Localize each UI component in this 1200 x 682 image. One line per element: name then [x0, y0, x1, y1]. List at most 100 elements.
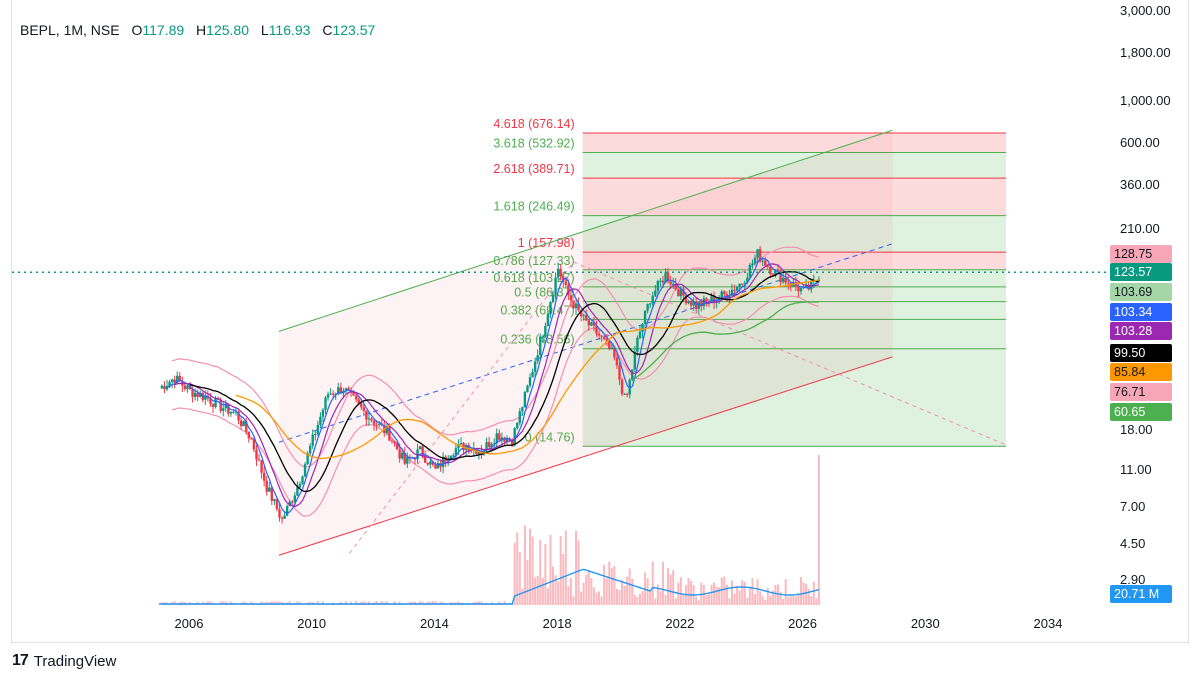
candle-body [597, 333, 601, 336]
candle-body [434, 464, 437, 469]
candle-body [518, 411, 521, 424]
volume-bar [554, 575, 557, 605]
volume-bar [536, 575, 539, 605]
candle-body [291, 501, 294, 503]
volume-bar [393, 601, 396, 605]
candle-body [301, 476, 304, 484]
ma-black [189, 271, 820, 493]
candle-body [684, 295, 688, 304]
volume-bar [173, 601, 176, 605]
candle-body [702, 298, 706, 307]
time-axis-tick: 2006 [174, 616, 204, 631]
volume-bar [626, 576, 629, 605]
volume-bar [771, 590, 774, 605]
volume-bar [646, 578, 649, 605]
volume-bar [746, 597, 749, 605]
volume-bar [375, 601, 378, 605]
volume-bar [380, 601, 383, 605]
candle-body [183, 385, 187, 390]
volume-bar [756, 579, 759, 605]
volume-bar [355, 601, 358, 605]
candle-body [222, 408, 225, 411]
candle-body [296, 487, 299, 496]
candle-body [516, 423, 519, 429]
volume-bar [270, 601, 273, 605]
volume-bar [526, 560, 529, 605]
candle-body [574, 303, 578, 309]
candle-body [577, 303, 580, 311]
chart-frame[interactable]: 4.618 (676.14) 3.618 (532.92) 2.618 (389.7… [11, 0, 1189, 643]
volume-bar [713, 582, 716, 605]
volume-bar [777, 584, 780, 605]
volume-bar [817, 455, 820, 605]
volume-bar [316, 601, 319, 605]
time-axis-tick: 2018 [542, 616, 572, 631]
candle-body [620, 379, 624, 395]
volume-bar [539, 539, 542, 605]
volume-bar [753, 593, 756, 605]
fib-zone [582, 301, 1007, 320]
candle-body [170, 379, 174, 382]
volume-bar [600, 596, 603, 605]
candle-body [664, 272, 667, 283]
candle-body [367, 418, 371, 420]
candle-body [677, 289, 680, 297]
volume-bar [761, 596, 764, 605]
volume-bar [633, 594, 636, 605]
candle-body [219, 399, 222, 411]
channel-fill [278, 130, 893, 556]
candle-body [521, 407, 524, 412]
fib-level-label: 3.618 (532.92) [493, 137, 574, 151]
volume-bar [475, 601, 478, 605]
candle-body [357, 399, 360, 404]
volume-bar [736, 585, 739, 605]
volume-bar [656, 584, 659, 605]
candle-body [656, 280, 660, 291]
volume-bar [546, 588, 549, 605]
volume-bar [723, 576, 726, 605]
price-axis-tick: 2.90 [1120, 571, 1146, 587]
volume-bar [710, 584, 713, 605]
candle-body [541, 336, 545, 338]
volume-bar [434, 601, 437, 605]
price-tag: 76.71 [1110, 383, 1172, 401]
candle-body [393, 441, 396, 444]
tradingview-footer[interactable]: 17 TradingView [12, 652, 116, 670]
candle-body [298, 483, 302, 488]
candle-body [643, 310, 647, 325]
ma-blue [166, 257, 820, 515]
volume-bar [344, 601, 347, 605]
volume-bar [636, 596, 639, 605]
volume-bar [518, 552, 521, 605]
candle-body [764, 260, 767, 266]
close-label: C [322, 22, 333, 38]
fib-level-label: 4.618 (676.14) [493, 117, 574, 131]
candle-body [804, 284, 808, 287]
candle-body [608, 341, 611, 349]
candle-body [613, 347, 616, 358]
volume-bar [503, 601, 506, 605]
candle-body [280, 517, 284, 519]
candle-body [748, 264, 752, 278]
volume-bar [674, 598, 677, 605]
volume-bar [587, 569, 590, 605]
candle-body [400, 453, 404, 459]
volume-bar [608, 561, 611, 605]
low-value: 116.93 [268, 22, 311, 38]
low-label: L [260, 22, 269, 38]
candle-body [188, 385, 192, 390]
volume-ma-line [159, 568, 820, 605]
candle-body [360, 403, 363, 408]
candle-body [308, 445, 312, 454]
candle-body [229, 412, 233, 414]
price-chart[interactable]: 4.618 (676.14) 3.618 (532.92) 2.618 (389.7… [12, 0, 1190, 643]
candle-body [602, 336, 606, 340]
candle-body [564, 281, 568, 285]
candle-body [618, 365, 621, 380]
candle-body [758, 249, 762, 262]
candle-body [234, 411, 238, 413]
candle-body [275, 499, 279, 510]
candle-body [199, 392, 202, 397]
candle-body [641, 324, 644, 332]
price-axis-tick: 1,000.00 [1120, 93, 1171, 108]
